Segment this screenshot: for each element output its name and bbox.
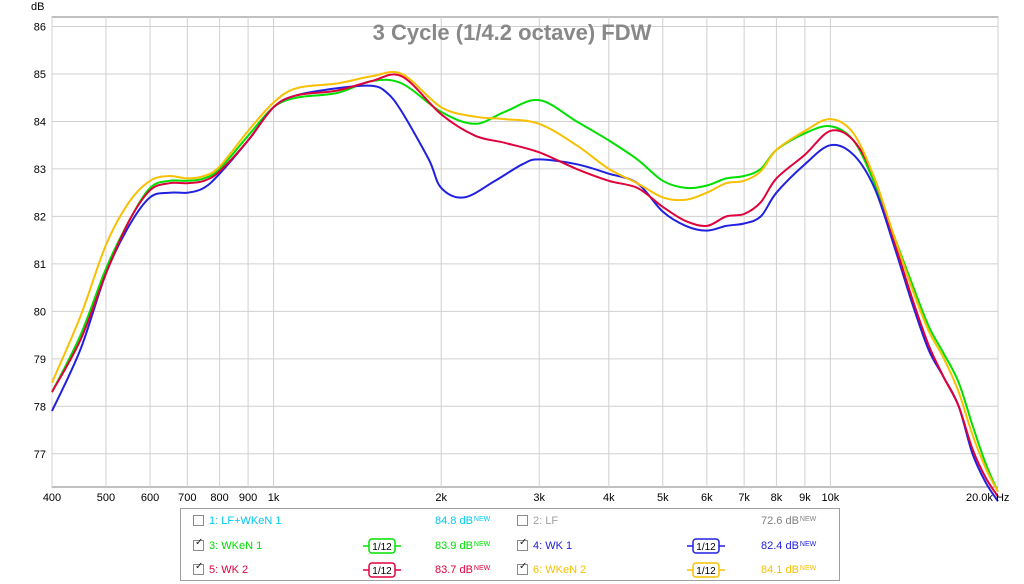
x-tick-label: 5k — [657, 492, 669, 504]
y-tick-label: 78 — [34, 401, 46, 413]
x-tick-label: 900 — [239, 492, 257, 504]
legend-item-2[interactable]: 2: LF 72.6 dBNEW — [517, 511, 837, 531]
x-tick-label: 10k — [822, 492, 840, 504]
plot-border — [51, 16, 999, 488]
y-tick-label: 86 — [34, 21, 46, 33]
y-tick-label: 79 — [34, 354, 46, 366]
legend-label-6: 6: WKeN 2 — [533, 564, 587, 576]
legend-item-3[interactable]: ✓ 3: WKeN 1 1/12 83.9 dBNEW — [193, 536, 513, 556]
smoothing-icon-6[interactable]: 1/12 — [687, 561, 725, 579]
y-tick-labels: 86 85 84 83 82 81 80 79 78 77 — [34, 21, 46, 460]
frequency-response-chart: 3 Cycle (1/4.2 octave) FDW dB 86 85 84 83 82… — [31, 1, 1010, 504]
legend-item-4[interactable]: ✓ 4: WK 1 1/12 82.4 dBNEW — [517, 536, 837, 556]
x-tick-label: 600 — [141, 492, 159, 504]
svg-text:1/12: 1/12 — [372, 542, 392, 553]
smoothing-icon-4[interactable]: 1/12 — [687, 537, 725, 555]
x-tick-label: 500 — [97, 492, 115, 504]
check-mark-icon: ✓ — [519, 561, 528, 572]
legend-value-2: 72.6 dBNEW — [761, 515, 817, 527]
legend-label-4: 4: WK 1 — [533, 540, 573, 552]
legend-item-6[interactable]: ✓ 6: WKeN 2 1/12 84.1 dBNEW — [517, 560, 837, 580]
check-mark-icon: ✓ — [195, 537, 204, 548]
check-mark-icon: ✓ — [519, 537, 528, 548]
legend-value-6: 84.1 dBNEW — [761, 564, 817, 576]
legend-panel: 1: LF+WKeN 1 84.8 dBNEW 2: LF 72.6 dBNEW… — [180, 508, 840, 581]
x-tick-label: 800 — [210, 492, 228, 504]
x-tick-label: 20.0k Hz — [966, 492, 1009, 504]
y-tick-label: 84 — [34, 116, 46, 128]
y-tick-label: 80 — [34, 306, 46, 318]
legend-label-2: 2: LF — [533, 515, 559, 527]
x-tick-label: 7k — [738, 492, 750, 504]
legend-value-4: 82.4 dBNEW — [761, 540, 817, 552]
legend-checkbox-6[interactable]: ✓ — [517, 561, 528, 575]
smoothing-icon-5[interactable]: 1/12 — [363, 561, 401, 579]
svg-text:1/12: 1/12 — [372, 566, 392, 577]
svg-text:1/12: 1/12 — [696, 566, 716, 577]
y-axis-unit-label: dB — [31, 1, 44, 13]
series-line-5 — [51, 73, 999, 498]
x-tick-label: 400 — [43, 492, 61, 504]
legend-label-1: 1: LF+WKeN 1 — [209, 515, 282, 527]
legend-checkbox-5[interactable]: ✓ — [193, 561, 204, 575]
svg-text:1/12: 1/12 — [696, 542, 716, 553]
legend-checkbox-1[interactable] — [193, 515, 204, 526]
legend-value-5: 83.7 dBNEW — [435, 564, 491, 576]
chart-title: 3 Cycle (1/4.2 octave) FDW — [373, 20, 652, 45]
grid — [51, 17, 999, 487]
x-tick-label: 1k — [268, 492, 280, 504]
smoothing-icon-3[interactable]: 1/12 — [363, 537, 401, 555]
x-tick-labels: 400 500 600 700 800 900 1k 2k 3k 4k 5k 6k 7k 8k 9k 10k 2… — [43, 492, 1010, 504]
legend-checkbox-2[interactable] — [517, 515, 528, 526]
y-tick-label: 83 — [34, 164, 46, 176]
x-tick-label: 2k — [435, 492, 447, 504]
series-line-6 — [51, 70, 999, 493]
x-tick-label: 3k — [533, 492, 545, 504]
legend-value-3: 83.9 dBNEW — [435, 540, 491, 552]
y-tick-label: 81 — [34, 259, 46, 271]
legend-item-5[interactable]: ✓ 5: WK 2 1/12 83.7 dBNEW — [193, 560, 513, 580]
y-tick-label: 85 — [34, 69, 46, 81]
y-tick-label: 77 — [34, 449, 46, 461]
x-tick-label: 700 — [178, 492, 196, 504]
check-mark-icon: ✓ — [195, 561, 204, 572]
legend-value-1: 84.8 dBNEW — [435, 515, 491, 527]
x-tick-label: 9k — [799, 492, 811, 504]
series-line-4 — [51, 84, 999, 502]
y-tick-label: 82 — [34, 211, 46, 223]
x-tick-label: 8k — [771, 492, 783, 504]
legend-checkbox-3[interactable]: ✓ — [193, 537, 204, 551]
legend-label-5: 5: WK 2 — [209, 564, 249, 576]
legend-item-1[interactable]: 1: LF+WKeN 1 84.8 dBNEW — [193, 511, 513, 531]
x-tick-label: 4k — [603, 492, 615, 504]
x-tick-label: 6k — [701, 492, 713, 504]
series-group — [51, 70, 999, 502]
legend-checkbox-4[interactable]: ✓ — [517, 537, 528, 551]
legend-label-3: 3: WKeN 1 — [209, 540, 263, 552]
